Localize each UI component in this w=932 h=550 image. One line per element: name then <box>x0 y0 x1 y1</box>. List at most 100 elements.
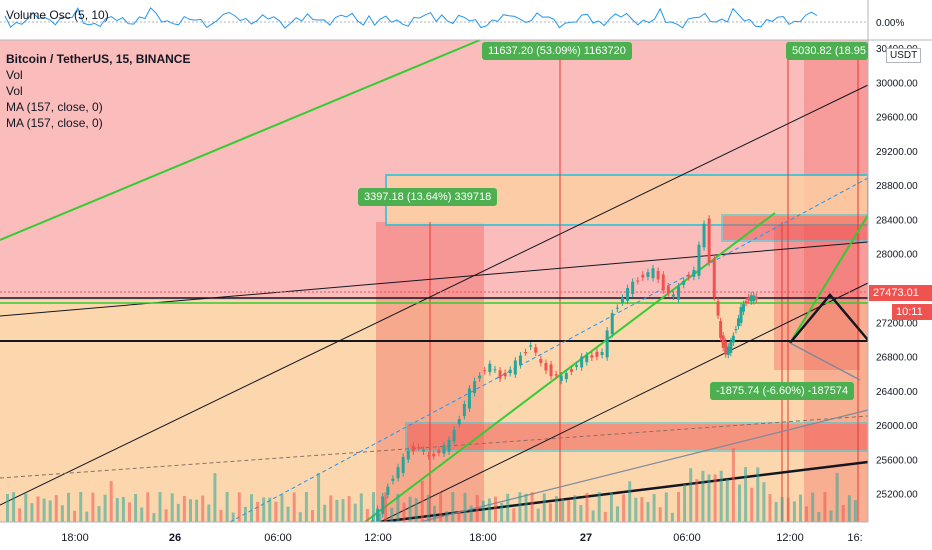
candle-body <box>539 358 543 363</box>
volume-bar <box>664 492 668 522</box>
volume-bar <box>750 487 754 522</box>
y-tick-label: 26000.00 <box>876 421 918 432</box>
volume-bar <box>744 467 748 522</box>
candle-body <box>716 301 720 316</box>
candle-body <box>666 286 670 294</box>
volume-bar <box>378 513 382 522</box>
volume-bar <box>219 509 223 522</box>
candle-body <box>483 370 487 372</box>
legend-line-ma-1: MA (157, close, 0) <box>6 100 103 114</box>
volume-bar <box>738 484 741 522</box>
volume-bar <box>646 502 650 522</box>
volume-bar <box>274 501 278 522</box>
candle-body <box>721 335 725 348</box>
legend-line-vol-2: Vol <box>6 84 23 98</box>
volume-bar <box>231 512 235 522</box>
volume-bar <box>359 493 363 522</box>
candle-body <box>719 321 723 338</box>
y-tick-label: 25200.00 <box>876 490 918 501</box>
candle-body <box>631 281 635 295</box>
volume-bar <box>640 497 644 522</box>
currency-badge[interactable]: USDT <box>886 48 922 63</box>
volume-bar <box>500 502 504 522</box>
green-trend-main <box>364 212 776 523</box>
candle-body <box>749 295 753 302</box>
volume-bar <box>353 503 357 522</box>
volume-bar <box>475 494 479 522</box>
candle-body <box>731 335 735 343</box>
volume-bar <box>457 511 461 522</box>
volume-bar <box>268 497 272 522</box>
volume-bar <box>170 493 174 522</box>
y-tick-label: 26400.00 <box>876 387 918 398</box>
candle-body <box>752 295 756 302</box>
indicator-name: Volume Osc (5, 10) <box>6 8 109 22</box>
volume-bar <box>18 508 22 522</box>
volume-bar <box>304 492 308 522</box>
volume-bar <box>256 501 260 522</box>
volume-osc-line <box>4 6 818 29</box>
candle-body <box>534 347 538 353</box>
volume-bar <box>847 495 851 522</box>
indicator-legend: Volume Osc (5, 10) <box>6 8 109 22</box>
candle-body <box>549 364 553 377</box>
candle-body <box>447 439 451 452</box>
volume-bar <box>12 492 16 522</box>
volume-bar <box>811 492 815 522</box>
volume-bar <box>408 496 412 522</box>
candle-body <box>651 268 655 279</box>
x-tick-label: 12:00 <box>364 532 392 544</box>
candle-body <box>569 369 573 372</box>
volume-bar <box>622 494 626 522</box>
volume-bar <box>719 470 723 522</box>
volume-bar <box>42 498 46 522</box>
volume-bar <box>481 500 485 522</box>
x-tick-label: 06:00 <box>264 532 292 544</box>
candle-body <box>524 352 528 354</box>
volume-bar <box>73 510 77 522</box>
x-tick-label: 12:00 <box>776 532 804 544</box>
legend-line-ma-2: MA (157, close, 0) <box>6 116 103 130</box>
y-tick-label: 28400.00 <box>876 215 918 226</box>
time-axis-bg <box>0 522 932 550</box>
volume-bar <box>317 473 321 522</box>
volume-bar <box>603 511 607 522</box>
channel-line-lower <box>379 282 869 523</box>
volume-bar <box>725 479 729 522</box>
volume-bar <box>140 507 144 522</box>
candle-body <box>736 318 740 327</box>
candle-body <box>620 297 624 303</box>
candle-body <box>478 375 482 379</box>
volume-bar <box>201 495 205 522</box>
volume-bar <box>530 492 534 522</box>
y-tick-label: 29200.00 <box>876 147 918 158</box>
candle-body <box>656 270 660 280</box>
candle-body <box>467 388 471 409</box>
volume-bar <box>597 492 601 522</box>
volume-bar <box>512 508 516 522</box>
volume-bar <box>774 502 778 522</box>
projection-path <box>789 293 869 344</box>
cyan-box-lower <box>405 422 869 452</box>
x-tick-label: 27 <box>580 532 592 544</box>
volume-bar <box>128 502 131 522</box>
candle-body <box>473 381 477 394</box>
volume-bar <box>701 470 705 522</box>
volume-bar <box>420 480 424 522</box>
volume-bar <box>335 499 339 522</box>
candle-body <box>381 496 385 514</box>
candle-body <box>692 270 696 277</box>
volume-bar <box>780 497 784 522</box>
measure-tag-1: 11637.20 (53.09%) 1163720 <box>482 42 632 60</box>
candle-body <box>437 450 441 453</box>
volume-bar <box>853 500 857 522</box>
measure-tag-2: 5030.82 (18.95 <box>786 42 868 60</box>
candle-body <box>646 272 650 277</box>
volume-bar <box>207 504 211 522</box>
volume-bar <box>213 473 217 522</box>
volume-bar <box>347 496 351 522</box>
volume-bar <box>555 496 558 522</box>
candle-body <box>636 280 640 282</box>
volume-bar <box>91 492 95 522</box>
candle-body <box>508 369 512 374</box>
